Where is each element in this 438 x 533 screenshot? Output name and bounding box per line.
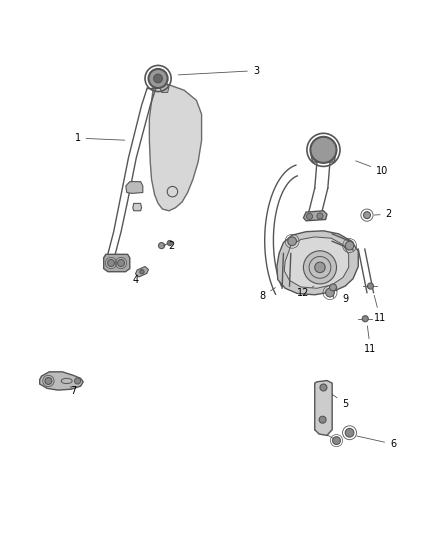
Circle shape <box>319 416 326 423</box>
Polygon shape <box>284 237 349 288</box>
Text: 9: 9 <box>336 289 348 304</box>
Circle shape <box>148 69 168 88</box>
Circle shape <box>317 213 323 219</box>
Polygon shape <box>104 254 130 272</box>
Circle shape <box>364 212 371 219</box>
Circle shape <box>159 243 165 249</box>
Circle shape <box>74 378 81 384</box>
Text: 2: 2 <box>163 240 174 251</box>
Circle shape <box>325 288 334 297</box>
Polygon shape <box>277 231 358 295</box>
Circle shape <box>167 240 173 246</box>
Polygon shape <box>304 211 327 221</box>
Text: 8: 8 <box>259 288 276 301</box>
Circle shape <box>140 270 144 274</box>
Circle shape <box>362 316 368 322</box>
Text: 3: 3 <box>178 66 259 76</box>
Polygon shape <box>40 372 83 390</box>
Text: 1: 1 <box>74 133 125 143</box>
Circle shape <box>304 251 336 284</box>
Text: 10: 10 <box>356 161 389 176</box>
Polygon shape <box>160 84 169 92</box>
Text: 11: 11 <box>364 326 377 354</box>
Circle shape <box>154 74 162 83</box>
Circle shape <box>311 137 336 163</box>
Circle shape <box>329 284 336 291</box>
Polygon shape <box>126 182 143 193</box>
Polygon shape <box>311 147 336 162</box>
Text: 6: 6 <box>357 436 396 449</box>
Text: 2: 2 <box>374 209 392 219</box>
Circle shape <box>315 262 325 272</box>
Polygon shape <box>315 381 332 435</box>
Circle shape <box>307 213 313 220</box>
Text: 5: 5 <box>332 394 348 409</box>
Circle shape <box>288 237 297 246</box>
Text: 12: 12 <box>297 286 314 298</box>
Circle shape <box>45 377 52 384</box>
Circle shape <box>367 283 374 289</box>
Polygon shape <box>135 266 148 277</box>
Text: 11: 11 <box>374 295 386 323</box>
Polygon shape <box>133 204 141 211</box>
Circle shape <box>332 437 340 445</box>
Ellipse shape <box>311 141 336 152</box>
Text: 4: 4 <box>132 270 141 286</box>
Circle shape <box>108 260 115 266</box>
Circle shape <box>345 429 354 437</box>
Circle shape <box>320 384 327 391</box>
Polygon shape <box>149 84 201 211</box>
Text: 7: 7 <box>70 385 76 395</box>
Circle shape <box>345 241 354 250</box>
Circle shape <box>117 260 124 266</box>
